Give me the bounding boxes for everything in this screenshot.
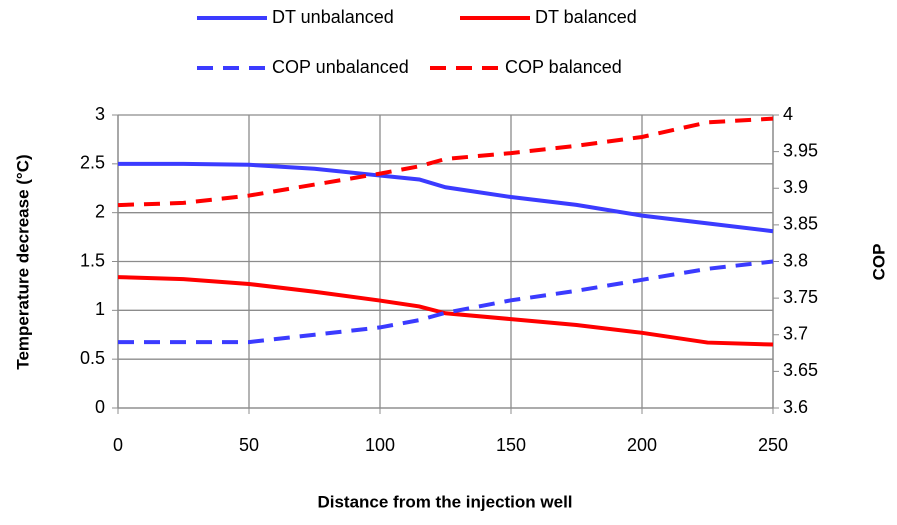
y-tick-label: 3 — [95, 104, 105, 124]
y2-tick-label: 3.85 — [783, 214, 818, 234]
x-tick-label: 100 — [365, 435, 395, 455]
x-tick-label: 250 — [758, 435, 788, 455]
series-line — [117, 116, 774, 208]
legend-label: DT balanced — [535, 7, 637, 27]
x-tick-label: 150 — [496, 435, 526, 455]
y2-axis-title: COP — [869, 244, 888, 281]
y2-tick-label: 3.7 — [783, 324, 808, 344]
y2-tick-label: 4 — [783, 104, 793, 124]
x-axis-title: Distance from the injection well — [317, 492, 572, 511]
legend-label: COP unbalanced — [272, 57, 409, 77]
x-tick-label: 0 — [113, 435, 123, 455]
y2-tick-label: 3.75 — [783, 287, 818, 307]
y2-tick-label: 3.6 — [783, 397, 808, 417]
y-tick-label: 0 — [95, 397, 105, 417]
y-tick-label: 2 — [95, 201, 105, 221]
y-tick-label: 2.5 — [80, 153, 105, 173]
y-tick-label: 0.5 — [80, 348, 105, 368]
series-line — [118, 259, 774, 345]
y-axis-title: Temperature decrease (°C) — [13, 154, 32, 369]
legend-label: DT unbalanced — [272, 7, 394, 27]
x-tick-label: 200 — [627, 435, 657, 455]
y-tick-label: 1 — [95, 299, 105, 319]
series-line — [118, 161, 774, 234]
y2-tick-label: 3.8 — [783, 250, 808, 270]
series-line — [117, 275, 774, 347]
y2-tick-label: 3.9 — [783, 177, 808, 197]
y2-tick-label: 3.95 — [783, 140, 818, 160]
x-tick-label: 50 — [239, 435, 259, 455]
legend-label: COP balanced — [505, 57, 622, 77]
y2-tick-label: 3.65 — [783, 360, 818, 380]
y-tick-label: 1.5 — [80, 250, 105, 270]
